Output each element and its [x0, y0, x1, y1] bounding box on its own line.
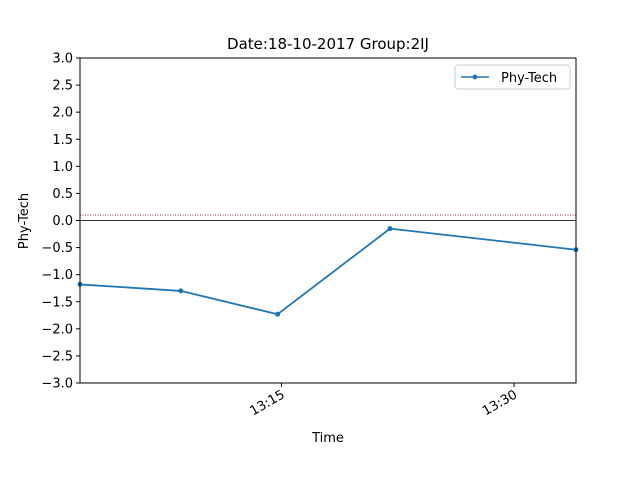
x-tick-label: 13:15: [248, 387, 288, 419]
y-axis: 3.0 2.5 2.0 1.5 1.0 0.5 0.0 −0.5 −1.0 −1.5 −2.0 −2.…: [41, 52, 80, 392]
series-layer: [77, 226, 579, 317]
y-axis-title: Phy-Tech: [17, 193, 32, 249]
y-tick-label: 3.0: [52, 52, 73, 67]
y-tick-label: 0.0: [52, 214, 73, 229]
reference-lines: [80, 214, 576, 221]
x-axis: 13:15 13:30: [248, 383, 520, 419]
legend: Phy-Tech: [454, 64, 571, 90]
y-tick-label: 2.0: [52, 106, 73, 121]
legend-label: Phy-Tech: [501, 71, 557, 86]
x-axis-title: Time: [311, 431, 344, 446]
legend-box: [454, 64, 571, 90]
y-tick-label: 1.5: [52, 133, 73, 148]
y-tick-label: −1.5: [41, 295, 73, 310]
y-tick-label: −2.0: [41, 322, 73, 337]
y-tick-label: 1.0: [52, 160, 73, 175]
y-tick-label: 2.5: [52, 79, 73, 94]
y-tick-label: −2.5: [41, 349, 73, 364]
data-point: [275, 311, 281, 317]
y-tick-label: 0.5: [52, 187, 73, 202]
data-point: [178, 288, 184, 294]
plot-frame: [79, 57, 577, 384]
chart-title: Date:18-10-2017 Group:2IJ: [227, 35, 429, 53]
y-tick-label: −3.0: [41, 377, 73, 392]
data-point: [387, 226, 393, 232]
legend-marker: [472, 74, 478, 80]
y-tick-label: −1.0: [41, 268, 73, 283]
series-line: [79, 227, 577, 316]
x-tick-label: 13:30: [480, 387, 520, 419]
y-tick-label: −0.5: [41, 241, 73, 256]
